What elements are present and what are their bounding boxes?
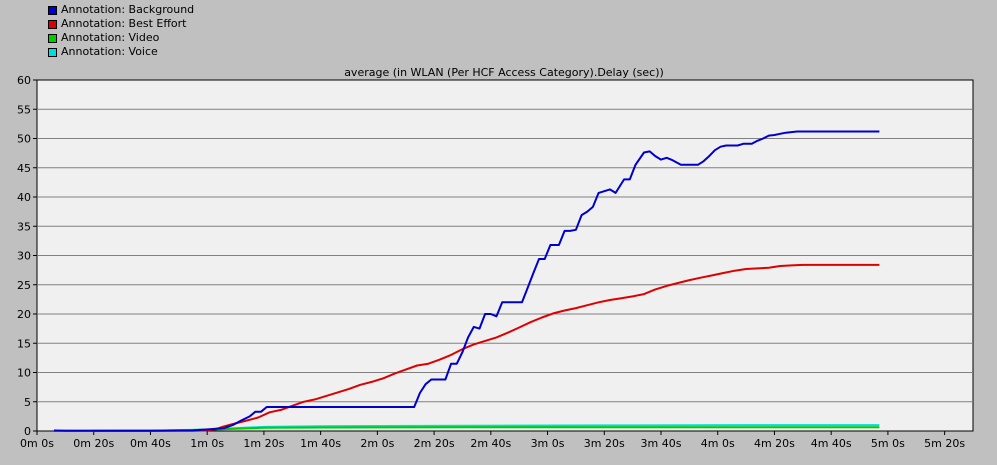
- legend-swatch-best-effort: [48, 19, 57, 29]
- legend-label-video: Annotation: Video: [61, 31, 160, 44]
- grid-lines: [37, 108, 973, 403]
- series-line-best-effort: [53, 263, 880, 432]
- x-tick-label: 2m 20s: [414, 437, 455, 450]
- legend-label-background: Annotation: Background: [61, 3, 195, 16]
- x-tick-label: 0m 40s: [130, 437, 171, 450]
- legend-label-voice: Annotation: Voice: [61, 45, 158, 58]
- x-axis: 0m 0s 0m 20s 0m 40s 1m 0s 1m 20s 1m 40s 2m 0s 2…: [20, 431, 965, 450]
- chart-title: average (in WLAN (Per HCF Access Categor…: [344, 66, 664, 79]
- x-tick-label: 1m 0s: [190, 437, 224, 450]
- legend-item-video[interactable]: Annotation: Video: [48, 31, 194, 45]
- y-tick-label: 60: [17, 74, 31, 87]
- series-lines: [53, 130, 880, 432]
- series-line-background: [54, 130, 880, 432]
- y-axis: 0 5 10 15 20 25 30 35 40 45 50 55 60: [17, 74, 37, 438]
- y-tick-label: 25: [17, 279, 31, 292]
- x-tick-label: 3m 20s: [584, 437, 625, 450]
- y-tick-label: 35: [17, 220, 31, 233]
- legend-swatch-video: [48, 33, 57, 43]
- x-tick-label: 0m 20s: [73, 437, 114, 450]
- legend: Annotation: Background Annotation: Best …: [48, 3, 194, 59]
- y-tick-label: 55: [17, 103, 31, 116]
- y-tick-label: 0: [24, 425, 31, 438]
- y-tick-label: 40: [17, 191, 31, 204]
- legend-item-background[interactable]: Annotation: Background: [48, 3, 194, 17]
- x-tick-label: 4m 0s: [701, 437, 735, 450]
- y-tick-label: 5: [24, 396, 31, 409]
- x-tick-label: 5m 20s: [924, 437, 965, 450]
- y-tick-label: 15: [17, 337, 31, 350]
- x-tick-label: 2m 0s: [360, 437, 394, 450]
- legend-item-best-effort[interactable]: Annotation: Best Effort: [48, 17, 194, 31]
- x-tick-label: 3m 0s: [531, 437, 565, 450]
- legend-item-voice[interactable]: Annotation: Voice: [48, 45, 194, 59]
- x-tick-label: 1m 40s: [300, 437, 341, 450]
- x-tick-label: 4m 20s: [754, 437, 795, 450]
- x-tick-label: 2m 40s: [470, 437, 511, 450]
- legend-swatch-background: [48, 5, 57, 15]
- y-tick-label: 45: [17, 162, 31, 175]
- y-tick-label: 50: [17, 133, 31, 146]
- x-tick-label: 3m 40s: [641, 437, 682, 450]
- x-tick-label: 5m 0s: [871, 437, 905, 450]
- y-tick-label: 20: [17, 308, 31, 321]
- legend-label-best-effort: Annotation: Best Effort: [61, 17, 187, 30]
- y-tick-label: 10: [17, 367, 31, 380]
- x-tick-label: 0m 0s: [20, 437, 54, 450]
- x-tick-label: 4m 40s: [811, 437, 852, 450]
- x-tick-label: 1m 20s: [243, 437, 284, 450]
- y-tick-label: 30: [17, 250, 31, 263]
- legend-swatch-voice: [48, 47, 57, 57]
